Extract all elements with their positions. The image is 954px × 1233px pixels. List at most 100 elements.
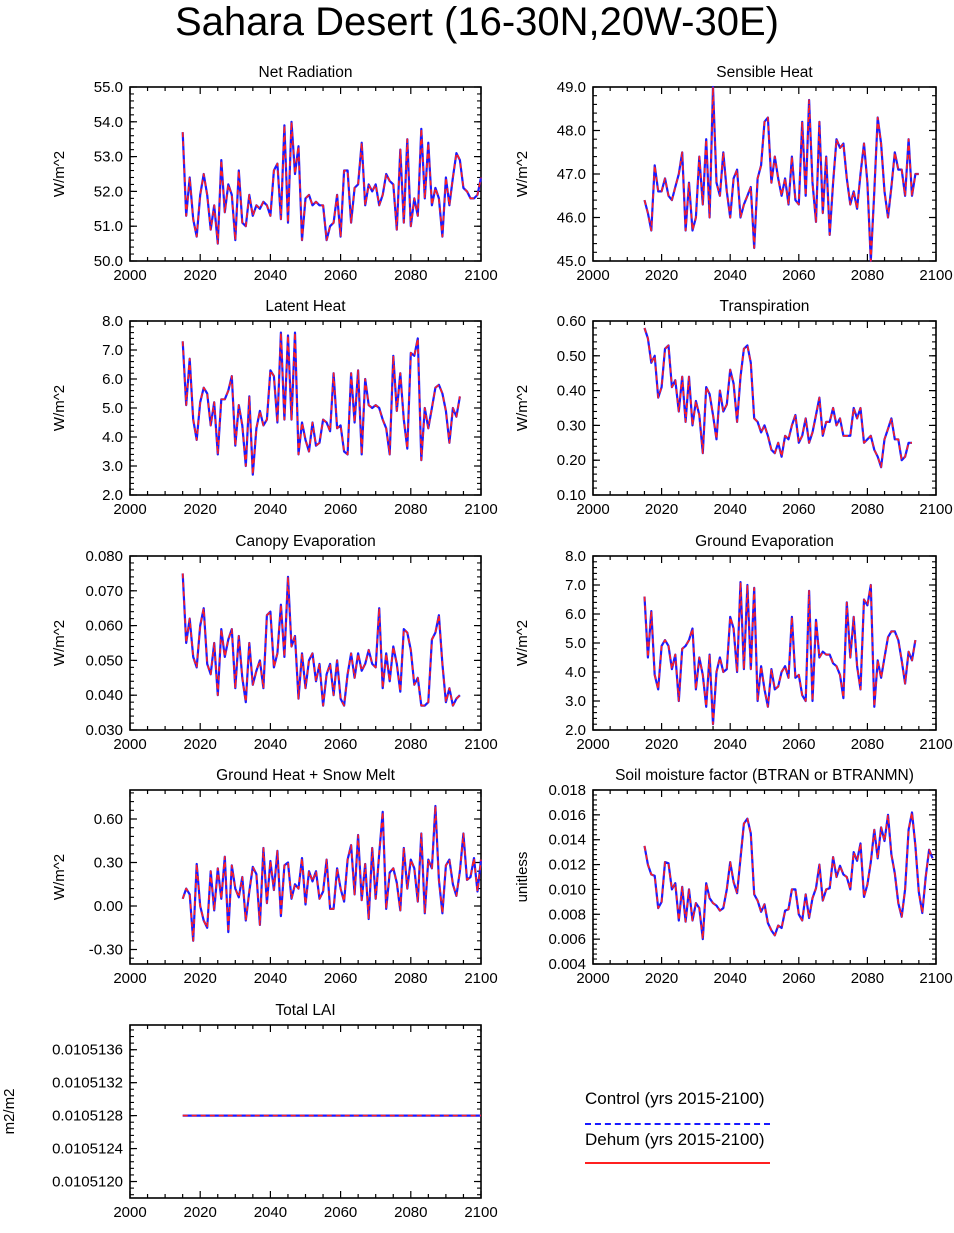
- panel-8-xtick-label: 2080: [851, 970, 884, 987]
- panel-6-ytick-label: 4.0: [565, 664, 586, 681]
- panel-2-ytick-label: 49.0: [557, 79, 586, 96]
- panel-5-title: Canopy Evaporation: [235, 533, 375, 550]
- panel-7-ytick-label: 0.60: [94, 811, 123, 828]
- panel-4-xtick-label: 2060: [782, 501, 815, 518]
- panel-8-ytick-label: 0.010: [548, 881, 586, 898]
- panel-4-ytick-label: 0.40: [557, 383, 586, 400]
- panel-2-xtick-label: 2080: [851, 267, 884, 284]
- panel-8-ytick-label: 0.016: [548, 807, 586, 824]
- panel-5-xtick-label: 2040: [254, 736, 287, 753]
- panel-9-xtick-label: 2060: [324, 1204, 357, 1221]
- panel-4-xtick-label: 2080: [851, 501, 884, 518]
- panel-9-title: Total LAI: [275, 1002, 335, 1019]
- panel-7-xtick-label: 2000: [113, 970, 146, 987]
- legend-dehum-label: Dehum (yrs 2015-2100): [585, 1130, 765, 1149]
- panel-9-ytick-label: 0.0105136: [52, 1042, 123, 1059]
- legend-control-line: [585, 1123, 770, 1125]
- panel-6-xtick-label: 2000: [576, 736, 609, 753]
- panel-1-xtick-label: 2060: [324, 267, 357, 284]
- panel-8-ytick-label: 0.008: [548, 906, 586, 923]
- panel-3-xtick-label: 2080: [394, 501, 427, 518]
- panel-4-ytick-label: 0.60: [557, 313, 586, 330]
- panel-7-xtick-label: 2020: [184, 970, 217, 987]
- panel-6-xtick-label: 2060: [782, 736, 815, 753]
- panel-2-ytick-label: 47.0: [557, 166, 586, 183]
- panel-2-series-control: [643, 85, 919, 263]
- panel-6-series-dehum: [643, 581, 917, 726]
- panel-5-series-dehum: [181, 573, 461, 707]
- panel-5-xtick-label: 2060: [324, 736, 357, 753]
- panel-4-ytick-label: 0.20: [557, 452, 586, 469]
- panel-6-xtick-label: 2100: [919, 736, 952, 753]
- panel-1-frame: [129, 86, 482, 262]
- panel-8-frame: [592, 789, 937, 965]
- panel-6-ytick-label: 5.0: [565, 635, 586, 652]
- panel-1-ytick-label: 54.0: [94, 114, 123, 131]
- panel-2-ytick-label: 46.0: [557, 210, 586, 227]
- panel-2-ytick-label: 45.0: [557, 253, 586, 270]
- panel-3-xtick-label: 2000: [113, 501, 146, 518]
- panel-2-xtick-label: 2060: [782, 267, 815, 284]
- panel-4-ytick-label: 0.50: [557, 348, 586, 365]
- panel-9-xtick-label: 2000: [113, 1204, 146, 1221]
- panel-2-title: Sensible Heat: [716, 64, 813, 81]
- panel-1-ytick-label: 52.0: [94, 183, 123, 200]
- panel-8-series-dehum: [643, 811, 934, 940]
- panel-9-ytick-label: 0.0105120: [52, 1174, 123, 1191]
- panel-8-ylabel: unitless: [514, 852, 531, 903]
- panel-7-xtick-label: 2100: [464, 970, 497, 987]
- panel-3-title: Latent Heat: [265, 298, 346, 315]
- panel-7-xtick-label: 2080: [394, 970, 427, 987]
- panel-5-ytick-label: 0.070: [85, 583, 123, 600]
- panel-5-ylabel: W/m^2: [51, 620, 68, 666]
- panel-3-ytick-label: 3.0: [102, 458, 123, 475]
- legend-control-label: Control (yrs 2015-2100): [585, 1089, 765, 1108]
- page-title: Sahara Desert (16-30N,20W-30E): [175, 0, 779, 44]
- panel-7-ytick-label: 0.00: [94, 898, 123, 915]
- panel-4-ytick-label: 0.10: [557, 487, 586, 504]
- panel-5-ytick-label: 0.050: [85, 652, 123, 669]
- panel-3-ytick-label: 6.0: [102, 371, 123, 388]
- panel-7-xtick-label: 2040: [254, 970, 287, 987]
- panel-4-series-dehum: [643, 327, 912, 469]
- panel-2-xtick-label: 2040: [714, 267, 747, 284]
- panel-8-xtick-label: 2040: [714, 970, 747, 987]
- panel-9-ytick-label: 0.0105124: [52, 1141, 123, 1158]
- panel-1-ytick-label: 50.0: [94, 253, 123, 270]
- panel-3-xtick-label: 2060: [324, 501, 357, 518]
- panel-3-xtick-label: 2020: [184, 501, 217, 518]
- panel-7-ytick-label: -0.30: [89, 942, 123, 959]
- panel-4-series-control: [643, 327, 912, 469]
- panel-3-series-control: [181, 331, 461, 476]
- panel-4-xtick-label: 2020: [645, 501, 678, 518]
- panel-8-ytick-label: 0.018: [548, 782, 586, 799]
- panel-7-xtick-label: 2060: [324, 970, 357, 987]
- panel-7-ytick-label: 0.30: [94, 855, 123, 872]
- panel-6-title: Ground Evaporation: [695, 533, 834, 550]
- panel-6-ytick-label: 3.0: [565, 693, 586, 710]
- panel-6-ylabel: W/m^2: [514, 620, 531, 666]
- panel-3-xtick-label: 2040: [254, 501, 287, 518]
- panel-8-ytick-label: 0.014: [548, 832, 586, 849]
- panel-9-ytick-label: 0.0105128: [52, 1108, 123, 1125]
- panel-5-xtick-label: 2080: [394, 736, 427, 753]
- panel-6-ytick-label: 6.0: [565, 606, 586, 623]
- panel-4-title: Transpiration: [720, 298, 810, 315]
- panel-6-ytick-label: 7.0: [565, 577, 586, 594]
- panel-9-xtick-label: 2080: [394, 1204, 427, 1221]
- panel-8-title: Soil moisture factor (BTRAN or BTRANMN): [615, 767, 914, 784]
- panel-2-xtick-label: 2000: [576, 267, 609, 284]
- panel-1-ytick-label: 53.0: [94, 149, 123, 166]
- panel-2-series-dehum: [643, 86, 919, 262]
- panel-3-ytick-label: 5.0: [102, 400, 123, 417]
- legend-dehum-line: [585, 1162, 770, 1164]
- panel-8-ytick-label: 0.004: [548, 956, 586, 973]
- panel-9-ylabel: m2/m2: [1, 1089, 18, 1135]
- panel-3-ytick-label: 2.0: [102, 487, 123, 504]
- panel-6-ytick-label: 2.0: [565, 722, 586, 739]
- panel-4-xtick-label: 2100: [919, 501, 952, 518]
- panel-5-ytick-label: 0.080: [85, 548, 123, 565]
- panel-9-xtick-label: 2020: [184, 1204, 217, 1221]
- panel-1-series-control: [181, 120, 483, 245]
- panel-7-title: Ground Heat + Snow Melt: [216, 767, 395, 784]
